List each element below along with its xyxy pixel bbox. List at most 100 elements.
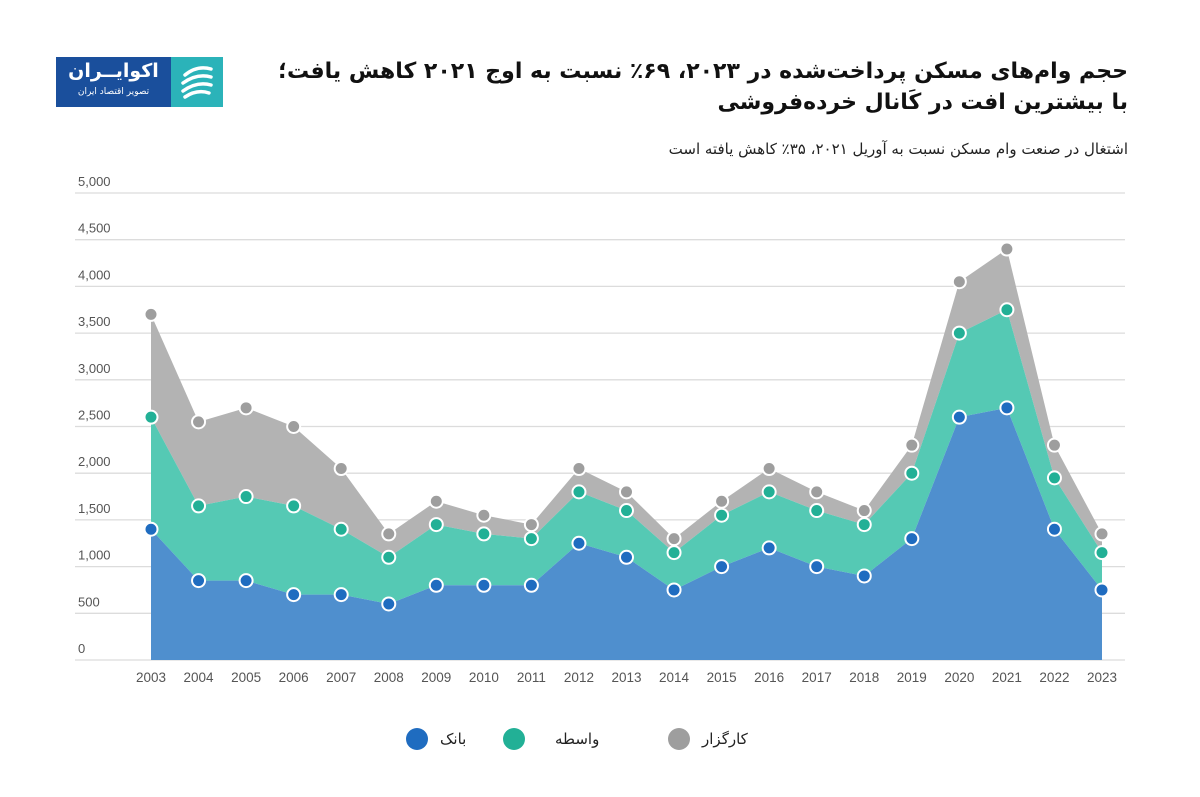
- marker-intermediary: [1046, 470, 1062, 486]
- title-line-2: با بیشترین افت در کَانال خرده‌فروشی: [717, 90, 1128, 115]
- marker-broker: [286, 419, 302, 434]
- marker-bank: [476, 577, 492, 593]
- marker-bank: [333, 587, 349, 603]
- legend-item-broker: کارگزار: [668, 728, 748, 750]
- marker-intermediary: [761, 484, 777, 500]
- marker-bank: [951, 409, 967, 425]
- legend-label-intermediary: واسطه: [555, 730, 600, 748]
- marker-intermediary: [951, 325, 967, 341]
- x-tick-label: 2017: [802, 670, 832, 685]
- legend-swatch-bank: [406, 728, 428, 750]
- marker-intermediary: [286, 498, 302, 514]
- x-tick-label: 2018: [849, 670, 879, 685]
- y-tick-label: 1,500: [78, 501, 111, 516]
- y-tick-label: 3,000: [78, 361, 111, 376]
- chart-subtitle: اشتغال در صنعت وام مسکن نسبت به آوریل ۲۰…: [668, 140, 1128, 158]
- marker-broker: [761, 461, 777, 477]
- marker-broker: [809, 484, 825, 500]
- marker-broker: [619, 484, 634, 500]
- marker-intermediary: [476, 526, 492, 542]
- legend-label-broker: کارگزار: [702, 730, 748, 748]
- x-tick-label: 2003: [136, 670, 166, 685]
- marker-broker: [571, 461, 587, 477]
- x-tick-label: 2008: [374, 670, 404, 685]
- marker-intermediary: [428, 517, 444, 533]
- marker-intermediary: [999, 302, 1015, 318]
- marker-broker: [428, 493, 444, 509]
- y-tick-label: 5,000: [78, 174, 111, 189]
- x-tick-label: 2012: [564, 670, 594, 685]
- marker-broker: [333, 461, 349, 477]
- x-tick-label: 2009: [421, 670, 451, 685]
- x-tick-label: 2021: [992, 670, 1022, 685]
- marker-intermediary: [238, 489, 254, 505]
- marker-bank: [238, 573, 254, 589]
- marker-bank: [809, 559, 825, 575]
- marker-intermediary: [1094, 545, 1110, 561]
- x-tick-label: 2015: [707, 670, 737, 685]
- y-tick-label: 2,000: [78, 454, 111, 469]
- marker-intermediary: [381, 549, 397, 565]
- marker-intermediary: [619, 503, 634, 519]
- marker-broker: [666, 531, 682, 547]
- marker-bank: [143, 521, 159, 537]
- x-tick-label: 2013: [611, 670, 641, 685]
- x-tick-label: 2005: [231, 670, 261, 685]
- marker-intermediary: [809, 503, 825, 519]
- marker-broker: [714, 493, 730, 509]
- x-tick-label: 2019: [897, 670, 927, 685]
- marker-bank: [381, 596, 397, 612]
- x-tick-label: 2007: [326, 670, 356, 685]
- marker-broker: [951, 274, 967, 290]
- logo-mark-icon: [171, 57, 223, 107]
- chart-title: حجم وام‌های مسکن پرداخت‌شده در ۲۰۲۳، ۶۹٪…: [248, 56, 1128, 118]
- marker-broker: [1046, 437, 1062, 453]
- y-tick-label: 4,500: [78, 221, 111, 236]
- y-tick-label: 0: [78, 641, 85, 656]
- marker-broker: [238, 400, 254, 416]
- marker-intermediary: [523, 531, 539, 547]
- marker-bank: [1094, 582, 1110, 598]
- marker-bank: [856, 568, 872, 584]
- marker-bank: [428, 577, 444, 593]
- ecoiran-logo: اکوایــران تصویر اقتصاد ایران: [56, 57, 223, 107]
- marker-bank: [619, 549, 634, 565]
- marker-bank: [571, 535, 587, 551]
- marker-intermediary: [333, 521, 349, 537]
- marker-bank: [761, 540, 777, 556]
- x-tick-label: 2010: [469, 670, 499, 685]
- y-tick-label: 500: [78, 594, 100, 609]
- x-tick-label: 2006: [279, 670, 309, 685]
- x-tick-label: 2023: [1087, 670, 1117, 685]
- title-line-1: حجم وام‌های مسکن پرداخت‌شده در ۲۰۲۳، ۶۹٪…: [278, 59, 1128, 84]
- x-tick-label: 2022: [1039, 670, 1069, 685]
- y-tick-label: 2,500: [78, 408, 111, 423]
- marker-intermediary: [191, 498, 207, 514]
- area-bank: [151, 407, 1102, 660]
- x-tick-label: 2011: [517, 670, 546, 685]
- marker-intermediary: [856, 517, 872, 533]
- marker-broker: [999, 241, 1015, 257]
- marker-broker: [476, 507, 492, 523]
- marker-intermediary: [571, 484, 587, 500]
- x-tick-label: 2004: [184, 670, 215, 685]
- marker-broker: [1094, 526, 1110, 542]
- legend-item-intermediary: واسطه: [503, 728, 599, 750]
- x-tick-label: 2020: [944, 670, 974, 685]
- y-tick-label: 3,500: [78, 314, 111, 329]
- marker-broker: [191, 414, 207, 430]
- legend-swatch-broker: [668, 728, 690, 750]
- marker-bank: [191, 573, 207, 589]
- marker-broker: [523, 517, 539, 533]
- marker-bank: [523, 577, 539, 593]
- marker-broker: [143, 306, 159, 322]
- logo-name: اکوایــران: [68, 60, 159, 82]
- marker-intermediary: [143, 409, 159, 425]
- legend-label-bank: بانک: [440, 730, 467, 748]
- marker-bank: [999, 400, 1015, 416]
- marker-intermediary: [666, 545, 682, 561]
- marker-bank: [714, 559, 730, 575]
- marker-bank: [666, 582, 682, 598]
- legend: بانک واسطه کارگزار: [0, 728, 1200, 754]
